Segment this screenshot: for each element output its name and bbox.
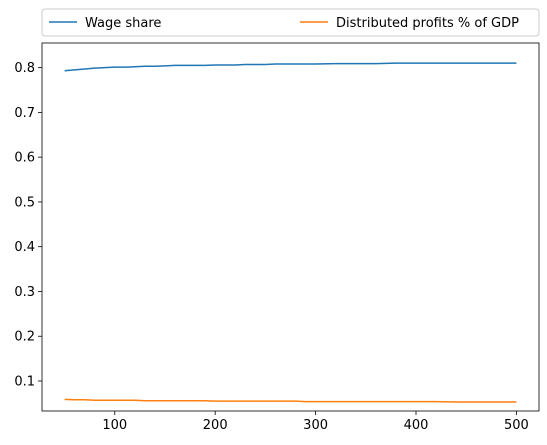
legend-box bbox=[41, 8, 540, 37]
y-tick-label: 0.7 bbox=[14, 106, 35, 121]
x-tick-label: 100 bbox=[102, 418, 127, 433]
y-tick-label: 0.8 bbox=[14, 61, 35, 76]
x-axis: 100 200 300 400 500 bbox=[102, 411, 529, 433]
x-tick-label: 200 bbox=[203, 418, 228, 433]
y-axis: 0.1 0.2 0.3 0.4 0.5 0.6 0.7 0.8 bbox=[14, 61, 42, 390]
legend-label-distributed-profits: Distributed profits % of GDP bbox=[336, 16, 519, 31]
y-tick-label: 0.2 bbox=[14, 330, 35, 345]
legend: Wage share Distributed profits % of GDP bbox=[41, 8, 540, 37]
series-line-0 bbox=[64, 62, 517, 72]
y-tick-label: 0.1 bbox=[14, 375, 35, 390]
legend-label-wage-share: Wage share bbox=[85, 16, 161, 31]
series-line-1 bbox=[64, 398, 517, 403]
y-tick-label: 0.3 bbox=[14, 285, 35, 300]
y-tick-label: 0.4 bbox=[14, 240, 35, 255]
y-tick-label: 0.6 bbox=[14, 151, 35, 166]
x-tick-label: 300 bbox=[303, 418, 328, 433]
x-tick-label: 400 bbox=[404, 418, 429, 433]
plot-frame bbox=[41, 42, 540, 412]
x-tick-label: 500 bbox=[504, 418, 529, 433]
y-tick-label: 0.5 bbox=[14, 195, 35, 210]
series-layer bbox=[64, 62, 517, 403]
